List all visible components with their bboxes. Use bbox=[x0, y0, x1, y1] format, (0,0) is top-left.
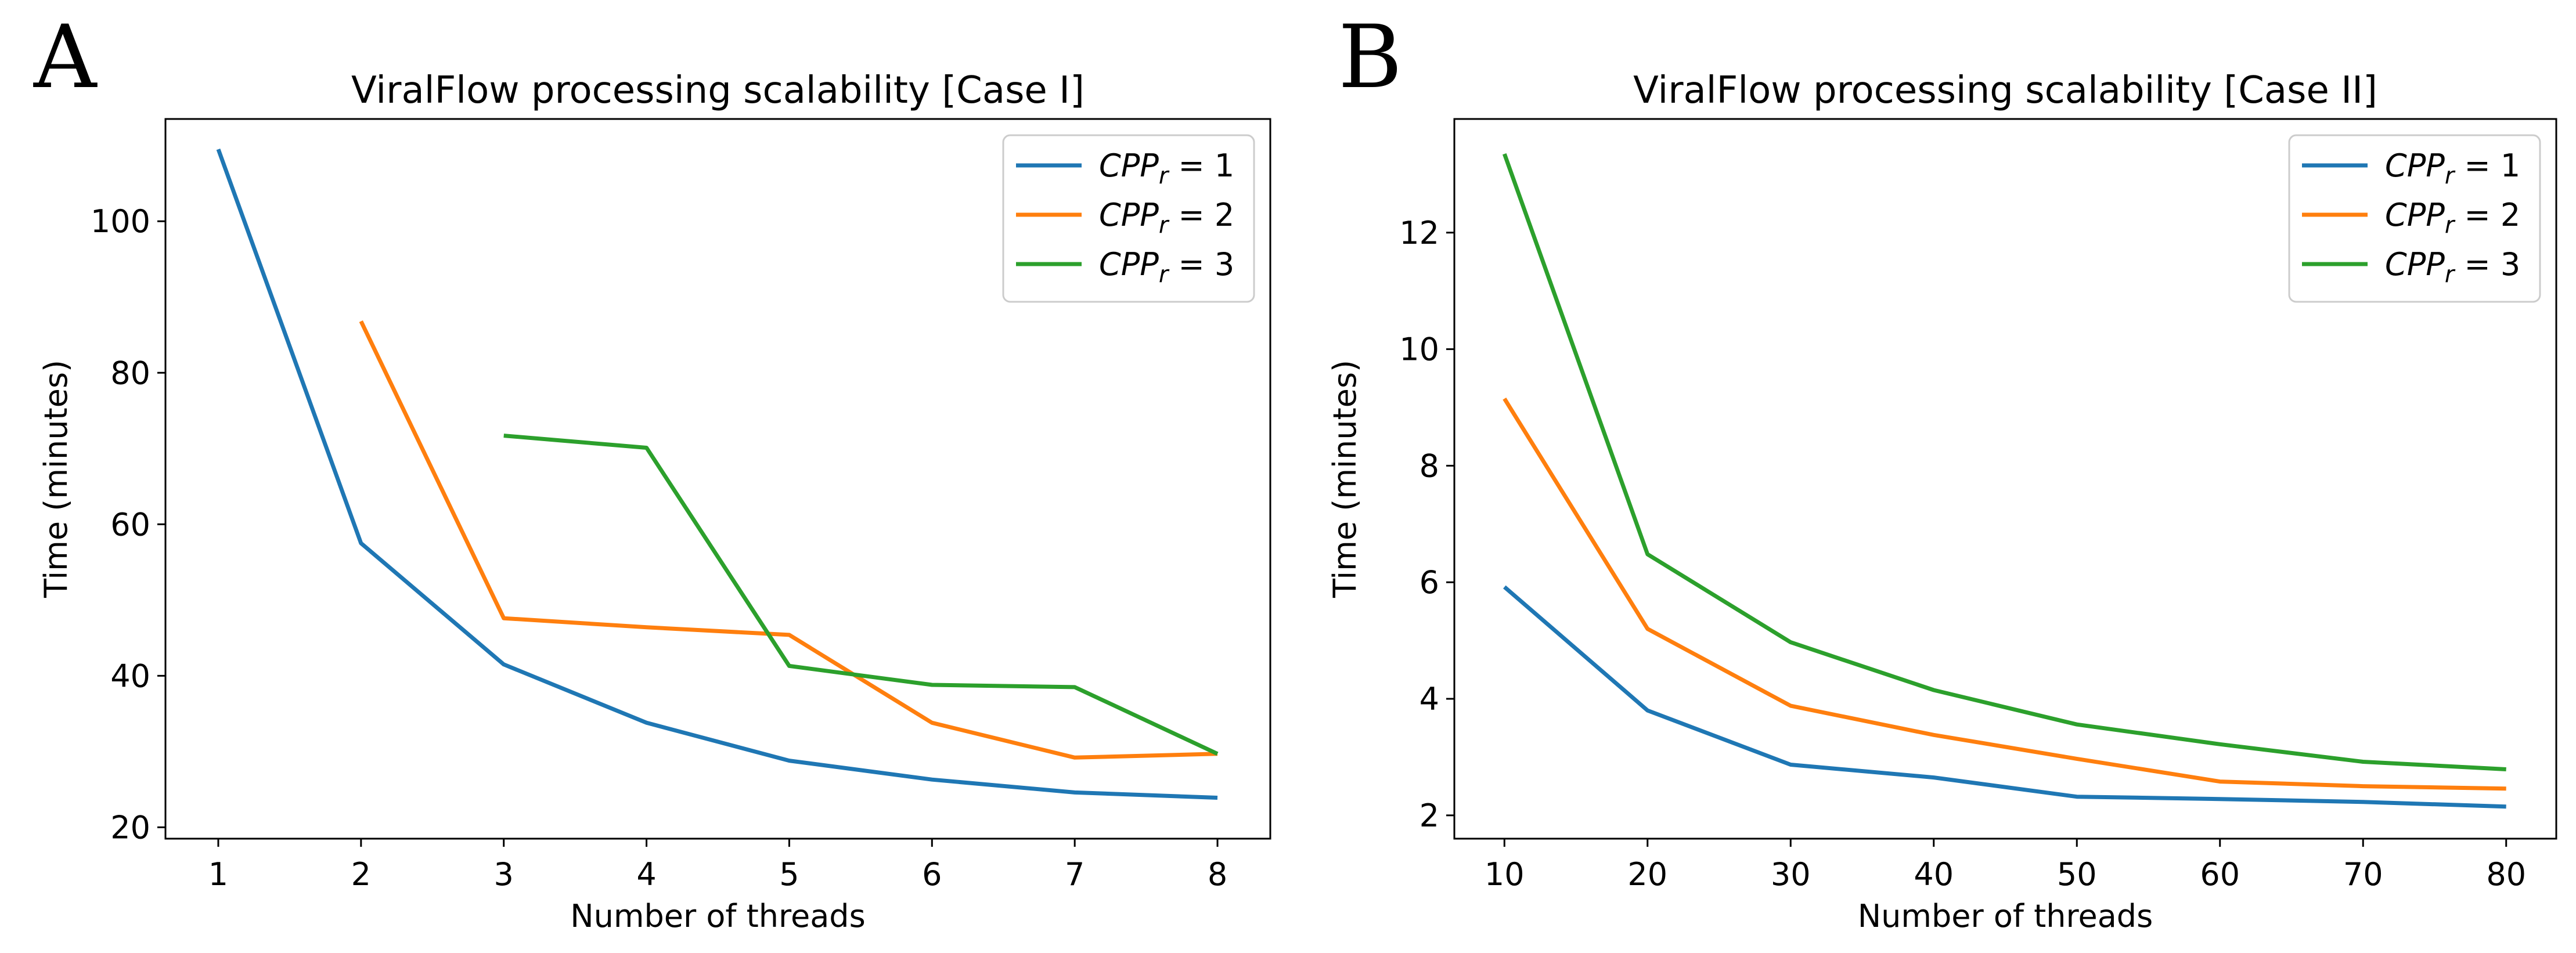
y-tick-label: 80 bbox=[110, 355, 150, 391]
x-tick-label: 5 bbox=[779, 856, 799, 893]
series-line-3 bbox=[503, 434, 1219, 756]
x-tick-label: 80 bbox=[2486, 856, 2526, 893]
legend-entry-1: CPPr = 1 bbox=[1099, 147, 1234, 189]
y-tick-label: 60 bbox=[110, 506, 150, 543]
legend-box bbox=[1002, 134, 1255, 303]
y-tick-label: 20 bbox=[110, 809, 150, 846]
x-axis-label: Number of threads bbox=[570, 898, 865, 934]
plot-frame bbox=[1453, 118, 2557, 840]
legend-value: = 2 bbox=[2454, 197, 2520, 233]
legend-value: = 2 bbox=[1168, 197, 1234, 233]
legend-value: = 1 bbox=[1168, 147, 1234, 184]
legend-base: CPP bbox=[2385, 147, 2445, 184]
legend-entry-1: CPPr = 1 bbox=[2385, 147, 2520, 189]
chart-title: ViralFlow processing scalability [Case I… bbox=[351, 69, 1085, 112]
y-tick-label: 10 bbox=[1399, 331, 1439, 368]
legend-subscript: r bbox=[2445, 261, 2456, 288]
y-tick-label: 4 bbox=[1419, 681, 1439, 717]
x-tick-label: 3 bbox=[494, 856, 514, 893]
legend-base: CPP bbox=[1099, 246, 1159, 283]
series-line-3 bbox=[1503, 153, 2506, 771]
legend-subscript: r bbox=[2445, 163, 2456, 189]
panel-letter: A bbox=[33, 7, 98, 108]
x-tick-label: 60 bbox=[2200, 856, 2240, 893]
legend-entry-2: CPPr = 2 bbox=[1099, 197, 1234, 239]
legend-entry-3: CPPr = 3 bbox=[2385, 246, 2520, 288]
x-tick-label: 1 bbox=[208, 856, 228, 893]
chart-panel-2: B ViralFlow processing scalability [Case … bbox=[1327, 7, 2557, 934]
legend-subscript: r bbox=[1159, 163, 1170, 189]
x-tick-label: 70 bbox=[2343, 856, 2383, 893]
chart-panel-1: A ViralFlow processing scalability [Case … bbox=[33, 7, 1271, 934]
y-tick-label: 8 bbox=[1419, 447, 1439, 484]
x-tick-label: 50 bbox=[2057, 856, 2097, 893]
y-tick-label: 100 bbox=[91, 203, 150, 240]
y-tick-label: 2 bbox=[1419, 797, 1439, 834]
y-tick-label: 12 bbox=[1399, 215, 1439, 251]
x-tick-label: 6 bbox=[922, 856, 942, 893]
chart-title: ViralFlow processing scalability [Case I… bbox=[1633, 69, 2377, 112]
legend-value: = 3 bbox=[1168, 246, 1234, 283]
legend-subscript: r bbox=[1159, 261, 1170, 288]
series-line-2 bbox=[359, 320, 1218, 760]
y-tick-label: 40 bbox=[110, 658, 150, 694]
x-tick-label: 2 bbox=[351, 856, 371, 893]
legend-subscript: r bbox=[2445, 212, 2456, 239]
y-axis-label: Time (minutes) bbox=[38, 360, 74, 598]
y-axis-label: Time (minutes) bbox=[1327, 360, 1363, 598]
x-tick-label: 20 bbox=[1627, 856, 1667, 893]
legend-base: CPP bbox=[2385, 246, 2445, 283]
x-axis-label: Number of threads bbox=[1858, 898, 2153, 934]
x-tick-label: 7 bbox=[1065, 856, 1085, 893]
x-tick-label: 8 bbox=[1208, 856, 1227, 893]
legend-subscript: r bbox=[1159, 212, 1170, 239]
x-tick-label: 4 bbox=[636, 856, 656, 893]
x-tick-label: 30 bbox=[1771, 856, 1811, 893]
x-tick-label: 40 bbox=[1914, 856, 1954, 893]
legend-entry-3: CPPr = 3 bbox=[1099, 246, 1234, 288]
legend-base: CPP bbox=[1099, 197, 1159, 233]
legend-box bbox=[2288, 134, 2541, 303]
x-tick-label: 10 bbox=[1485, 856, 1525, 893]
y-tick-label: 6 bbox=[1419, 564, 1439, 601]
series-line-2 bbox=[1503, 398, 2506, 791]
legend-base: CPP bbox=[1099, 147, 1159, 184]
legend-value: = 3 bbox=[2454, 246, 2520, 283]
series-line-1 bbox=[1503, 585, 2506, 809]
legend-entry-2: CPPr = 2 bbox=[2385, 197, 2520, 239]
panel-letter: B bbox=[1338, 7, 1402, 108]
legend-value: = 1 bbox=[2454, 147, 2520, 184]
plot-frame bbox=[164, 118, 1271, 840]
series-line-1 bbox=[216, 149, 1218, 800]
legend-base: CPP bbox=[2385, 197, 2445, 233]
